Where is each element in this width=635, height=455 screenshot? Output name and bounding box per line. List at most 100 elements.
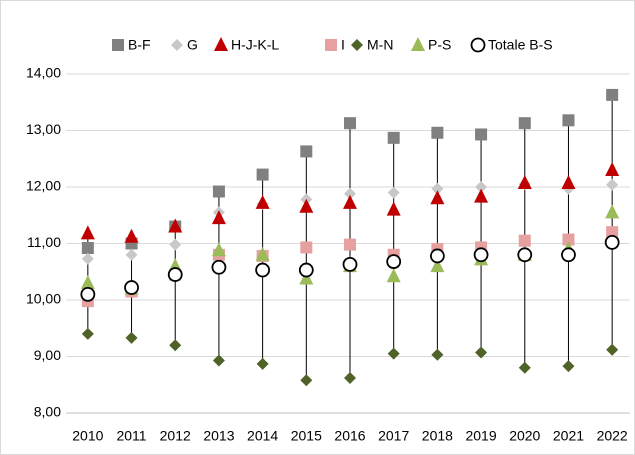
legend-label: Totale B-S (488, 37, 553, 53)
marker-square (212, 185, 225, 198)
marker-diamond (431, 348, 444, 361)
marker-circle (429, 248, 445, 264)
x-tick-label: 2021 (553, 428, 584, 444)
y-tick-label: 10,00 (26, 291, 61, 307)
marker-circle (386, 254, 402, 269)
marker-circle (517, 247, 533, 263)
marker-circle (124, 280, 139, 295)
marker-square (562, 114, 575, 127)
x-tick-label: 2010 (72, 428, 103, 444)
marker-triangle (561, 175, 576, 190)
marker-diamond (344, 371, 356, 384)
marker-triangle (124, 228, 139, 243)
marker-circle (604, 234, 620, 250)
x-tick-label: 2012 (160, 428, 191, 444)
marker-circle (470, 37, 486, 53)
marker-square (125, 237, 138, 250)
marker-circle (342, 257, 358, 272)
grid-layer (66, 73, 630, 414)
marker-diamond (300, 374, 313, 387)
legend-item: B-F (112, 37, 151, 53)
marker-circle (211, 259, 227, 275)
marker-diamond (387, 186, 400, 199)
marker-square (344, 117, 356, 130)
legend-item: M-N (351, 37, 393, 53)
marker-triangle (214, 37, 228, 51)
marker-square (562, 233, 575, 246)
marker-triangle (211, 210, 226, 225)
marker-square (431, 126, 444, 139)
marker-diamond (475, 346, 488, 359)
marker-square (325, 39, 337, 51)
marker-square (344, 238, 356, 251)
legend-label: B-F (128, 37, 151, 53)
x-tick-label: 2018 (422, 428, 453, 444)
marker-diamond (169, 339, 182, 352)
legend-item: I (325, 37, 345, 53)
marker-diamond (606, 178, 619, 191)
marker-square (387, 131, 400, 144)
x-tick-label: 2015 (291, 428, 322, 444)
marker-diamond (351, 39, 363, 51)
marker-triangle (343, 194, 357, 209)
marker-diamond (171, 39, 183, 51)
marker-diamond (212, 354, 225, 367)
marker-square (256, 168, 269, 181)
marker-diamond (125, 248, 138, 261)
marker-square (112, 39, 124, 51)
legend-label: I (341, 37, 345, 53)
marker-circle (298, 262, 314, 278)
marker-triangle (255, 246, 270, 261)
y-tick-label: 11,00 (27, 234, 61, 250)
marker-diamond (475, 181, 488, 193)
marker-triangle (211, 242, 226, 257)
marker-circle (167, 267, 183, 282)
x-tick-label: 2020 (509, 428, 540, 444)
marker-triangle (80, 225, 95, 240)
legend-label: G (187, 37, 198, 53)
x-tick-label: 2013 (203, 428, 234, 444)
legend-item: G (171, 37, 198, 53)
marker-triangle (517, 175, 532, 190)
legend-label: H-J-K-L (231, 37, 279, 53)
marker-circle (80, 286, 96, 302)
marker-triangle (605, 162, 620, 177)
marker-circle (561, 247, 576, 263)
x-tick-label: 2016 (334, 428, 365, 444)
legend-label: P-S (428, 37, 451, 53)
legend-label: M-N (367, 37, 393, 53)
legend-item: H-J-K-L (214, 37, 279, 53)
marker-triangle (386, 201, 401, 216)
marker-diamond (387, 347, 400, 360)
y-tick-label: 12,00 (26, 178, 61, 194)
marker-square (518, 117, 531, 130)
marker-triangle (386, 268, 401, 283)
legend-item: Totale B-S (470, 37, 553, 53)
marker-square (300, 145, 313, 158)
marker-diamond (81, 327, 94, 340)
marker-circle (473, 247, 489, 263)
marker-diamond (518, 361, 531, 374)
y-tick-label: 13,00 (26, 121, 61, 137)
marker-square (606, 88, 619, 101)
x-tick-label: 2011 (116, 428, 146, 444)
y-tick-label: 14,00 (26, 65, 61, 81)
marker-triangle (430, 190, 445, 205)
marker-diamond (562, 360, 575, 373)
y-tick-label: 9,00 (34, 347, 61, 363)
x-tick-label: 2022 (597, 428, 628, 444)
marker-diamond (125, 331, 138, 344)
marker-square (81, 242, 94, 255)
marker-diamond (256, 357, 269, 370)
y-tick-label: 8,00 (34, 404, 61, 420)
marker-square (300, 241, 313, 254)
marker-triangle (411, 37, 425, 51)
marker-diamond (606, 343, 619, 356)
marker-diamond (81, 252, 94, 265)
x-tick-label: 2019 (465, 428, 496, 444)
marker-triangle (168, 218, 183, 233)
marker-square (475, 128, 488, 141)
x-tick-label: 2017 (378, 428, 409, 444)
